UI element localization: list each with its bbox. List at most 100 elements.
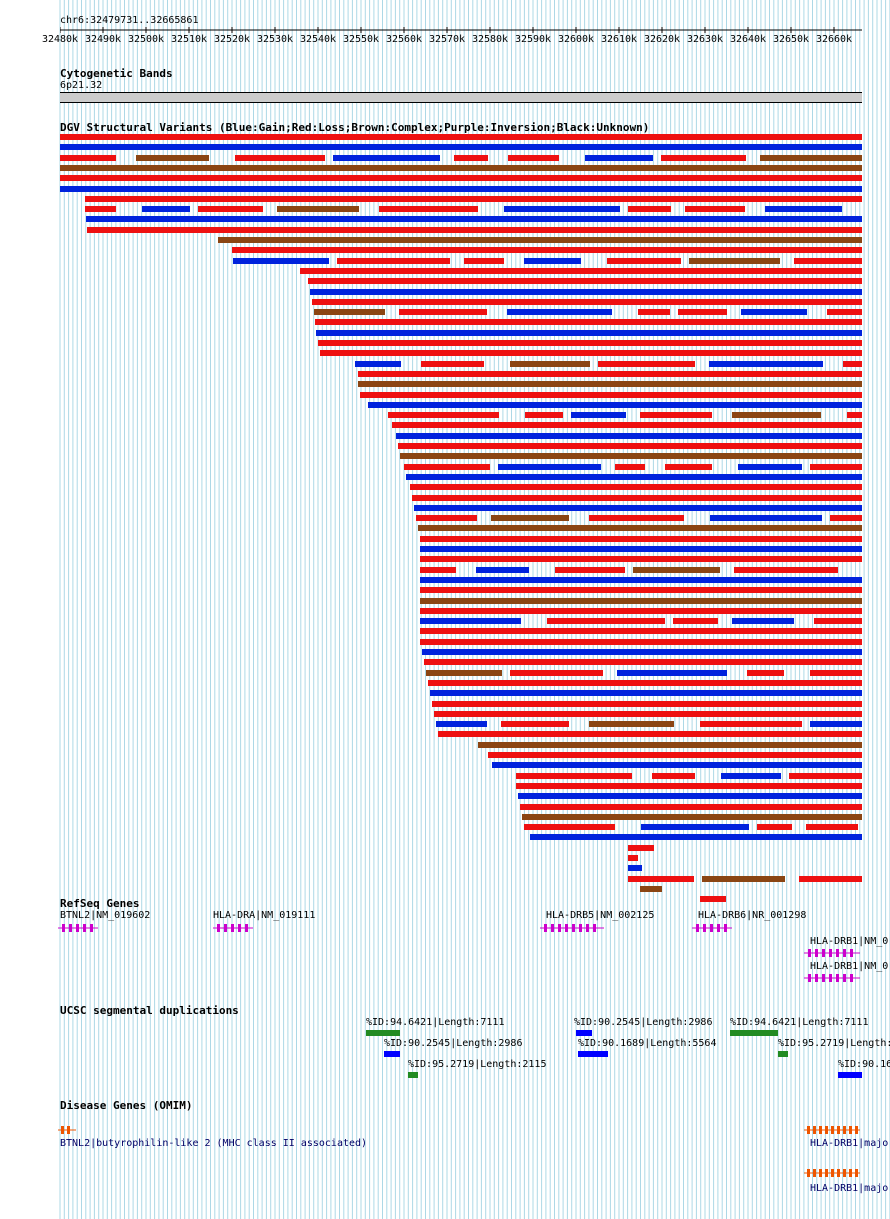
sv-feature[interactable]: [598, 360, 695, 367]
sv-feature[interactable]: [142, 206, 190, 213]
sv-feature[interactable]: [300, 267, 862, 274]
sv-feature[interactable]: [476, 566, 529, 573]
sv-feature[interactable]: [414, 504, 862, 511]
omim-gene-label[interactable]: HLA-DRB1|major: [810, 1138, 890, 1149]
sv-feature[interactable]: [360, 391, 862, 398]
sv-feature[interactable]: [388, 412, 499, 419]
sv-feature[interactable]: [420, 587, 862, 594]
sv-feature[interactable]: [410, 484, 862, 491]
track-title-refseq[interactable]: RefSeq Genes: [60, 897, 140, 910]
sv-feature[interactable]: [420, 546, 862, 552]
sv-feature[interactable]: [525, 412, 563, 419]
sv-feature[interactable]: [87, 226, 862, 233]
sv-feature[interactable]: [420, 618, 521, 625]
segdup-bar[interactable]: [576, 1030, 592, 1036]
sv-feature[interactable]: [355, 360, 401, 367]
sv-feature[interactable]: [430, 690, 862, 697]
sv-feature[interactable]: [379, 206, 478, 213]
sv-feature[interactable]: [628, 844, 654, 851]
sv-feature[interactable]: [665, 463, 712, 470]
sv-feature[interactable]: [847, 412, 862, 419]
sv-feature[interactable]: [628, 855, 638, 861]
sv-feature[interactable]: [501, 721, 569, 728]
ruler[interactable]: [60, 24, 862, 36]
track-title-dgv[interactable]: DGV Structural Variants (Blue:Gain;Red:L…: [60, 121, 650, 134]
sv-feature[interactable]: [60, 154, 116, 161]
sv-feature[interactable]: [689, 257, 780, 264]
sv-feature[interactable]: [640, 412, 712, 419]
sv-feature[interactable]: [516, 772, 632, 779]
sv-feature[interactable]: [420, 556, 862, 563]
sv-feature[interactable]: [420, 638, 862, 645]
sv-feature[interactable]: [589, 721, 674, 728]
sv-feature[interactable]: [420, 607, 862, 614]
refseq-gene-label[interactable]: HLA-DRB5|NM_002125: [546, 910, 655, 921]
sv-feature[interactable]: [732, 618, 794, 625]
omim-gene-label[interactable]: HLA-DRB1|major: [810, 1183, 890, 1194]
sv-feature[interactable]: [700, 896, 726, 903]
sv-feature[interactable]: [337, 257, 450, 264]
sv-feature[interactable]: [806, 824, 858, 831]
sv-feature[interactable]: [420, 576, 862, 583]
sv-feature[interactable]: [652, 772, 695, 779]
segdup-label[interactable]: %ID:94.6421|Length:7111: [730, 1017, 869, 1028]
sv-feature[interactable]: [218, 237, 862, 243]
sv-feature[interactable]: [522, 813, 862, 820]
refseq-gene-glyph[interactable]: [540, 923, 604, 933]
sv-feature[interactable]: [312, 298, 862, 305]
omim-gene-glyph[interactable]: [58, 1125, 76, 1135]
sv-feature[interactable]: [747, 669, 784, 676]
sv-feature[interactable]: [709, 360, 823, 367]
sv-feature[interactable]: [617, 669, 727, 676]
sv-feature[interactable]: [358, 381, 862, 388]
sv-feature[interactable]: [810, 669, 862, 676]
sv-feature[interactable]: [60, 185, 862, 192]
sv-feature[interactable]: [277, 206, 359, 213]
sv-feature[interactable]: [628, 865, 642, 872]
sv-feature[interactable]: [412, 494, 862, 501]
sv-feature[interactable]: [641, 824, 749, 831]
sv-feature[interactable]: [640, 885, 662, 892]
sv-feature[interactable]: [555, 566, 625, 573]
sv-feature[interactable]: [85, 206, 116, 213]
track-title-cytoband[interactable]: Cytogenetic Bands: [60, 67, 173, 80]
segdup-bar[interactable]: [838, 1072, 862, 1078]
sv-feature[interactable]: [404, 463, 490, 470]
sv-feature[interactable]: [757, 824, 792, 831]
sv-feature[interactable]: [810, 463, 862, 470]
sv-feature[interactable]: [491, 515, 569, 522]
refseq-gene-label[interactable]: HLA-DRB1|NM_0: [810, 936, 889, 947]
sv-feature[interactable]: [424, 659, 862, 666]
sv-feature[interactable]: [454, 154, 488, 161]
segdup-bar[interactable]: [778, 1051, 788, 1057]
sv-feature[interactable]: [420, 597, 862, 604]
sv-feature[interactable]: [85, 195, 862, 202]
sv-feature[interactable]: [700, 721, 802, 728]
sv-feature[interactable]: [547, 618, 665, 625]
sv-feature[interactable]: [508, 154, 559, 161]
refseq-gene-label[interactable]: HLA-DRB1|NM_0: [810, 961, 889, 972]
sv-feature[interactable]: [589, 515, 684, 522]
sv-feature[interactable]: [760, 154, 862, 161]
sv-feature[interactable]: [421, 360, 484, 367]
sv-feature[interactable]: [571, 412, 626, 419]
sv-feature[interactable]: [198, 206, 263, 213]
sv-feature[interactable]: [741, 309, 807, 316]
segdup-label[interactable]: %ID:90.2545|Length:2986: [574, 1017, 713, 1028]
sv-feature[interactable]: [398, 443, 862, 449]
sv-feature[interactable]: [721, 772, 781, 779]
segdup-label[interactable]: %ID:95.2719|Length:: [778, 1038, 890, 1049]
sv-feature[interactable]: [673, 618, 718, 625]
sv-feature[interactable]: [810, 721, 862, 728]
sv-feature[interactable]: [516, 782, 862, 789]
sv-feature[interactable]: [86, 216, 862, 223]
sv-feature[interactable]: [702, 875, 785, 882]
sv-feature[interactable]: [60, 144, 862, 151]
sv-feature[interactable]: [420, 535, 862, 542]
sv-feature[interactable]: [615, 463, 645, 470]
sv-feature[interactable]: [436, 721, 487, 728]
sv-feature[interactable]: [492, 762, 862, 769]
sv-feature[interactable]: [734, 566, 838, 573]
track-title-omim[interactable]: Disease Genes (OMIM): [60, 1099, 193, 1112]
segdup-label[interactable]: %ID:95.2719|Length:2115: [408, 1059, 547, 1070]
